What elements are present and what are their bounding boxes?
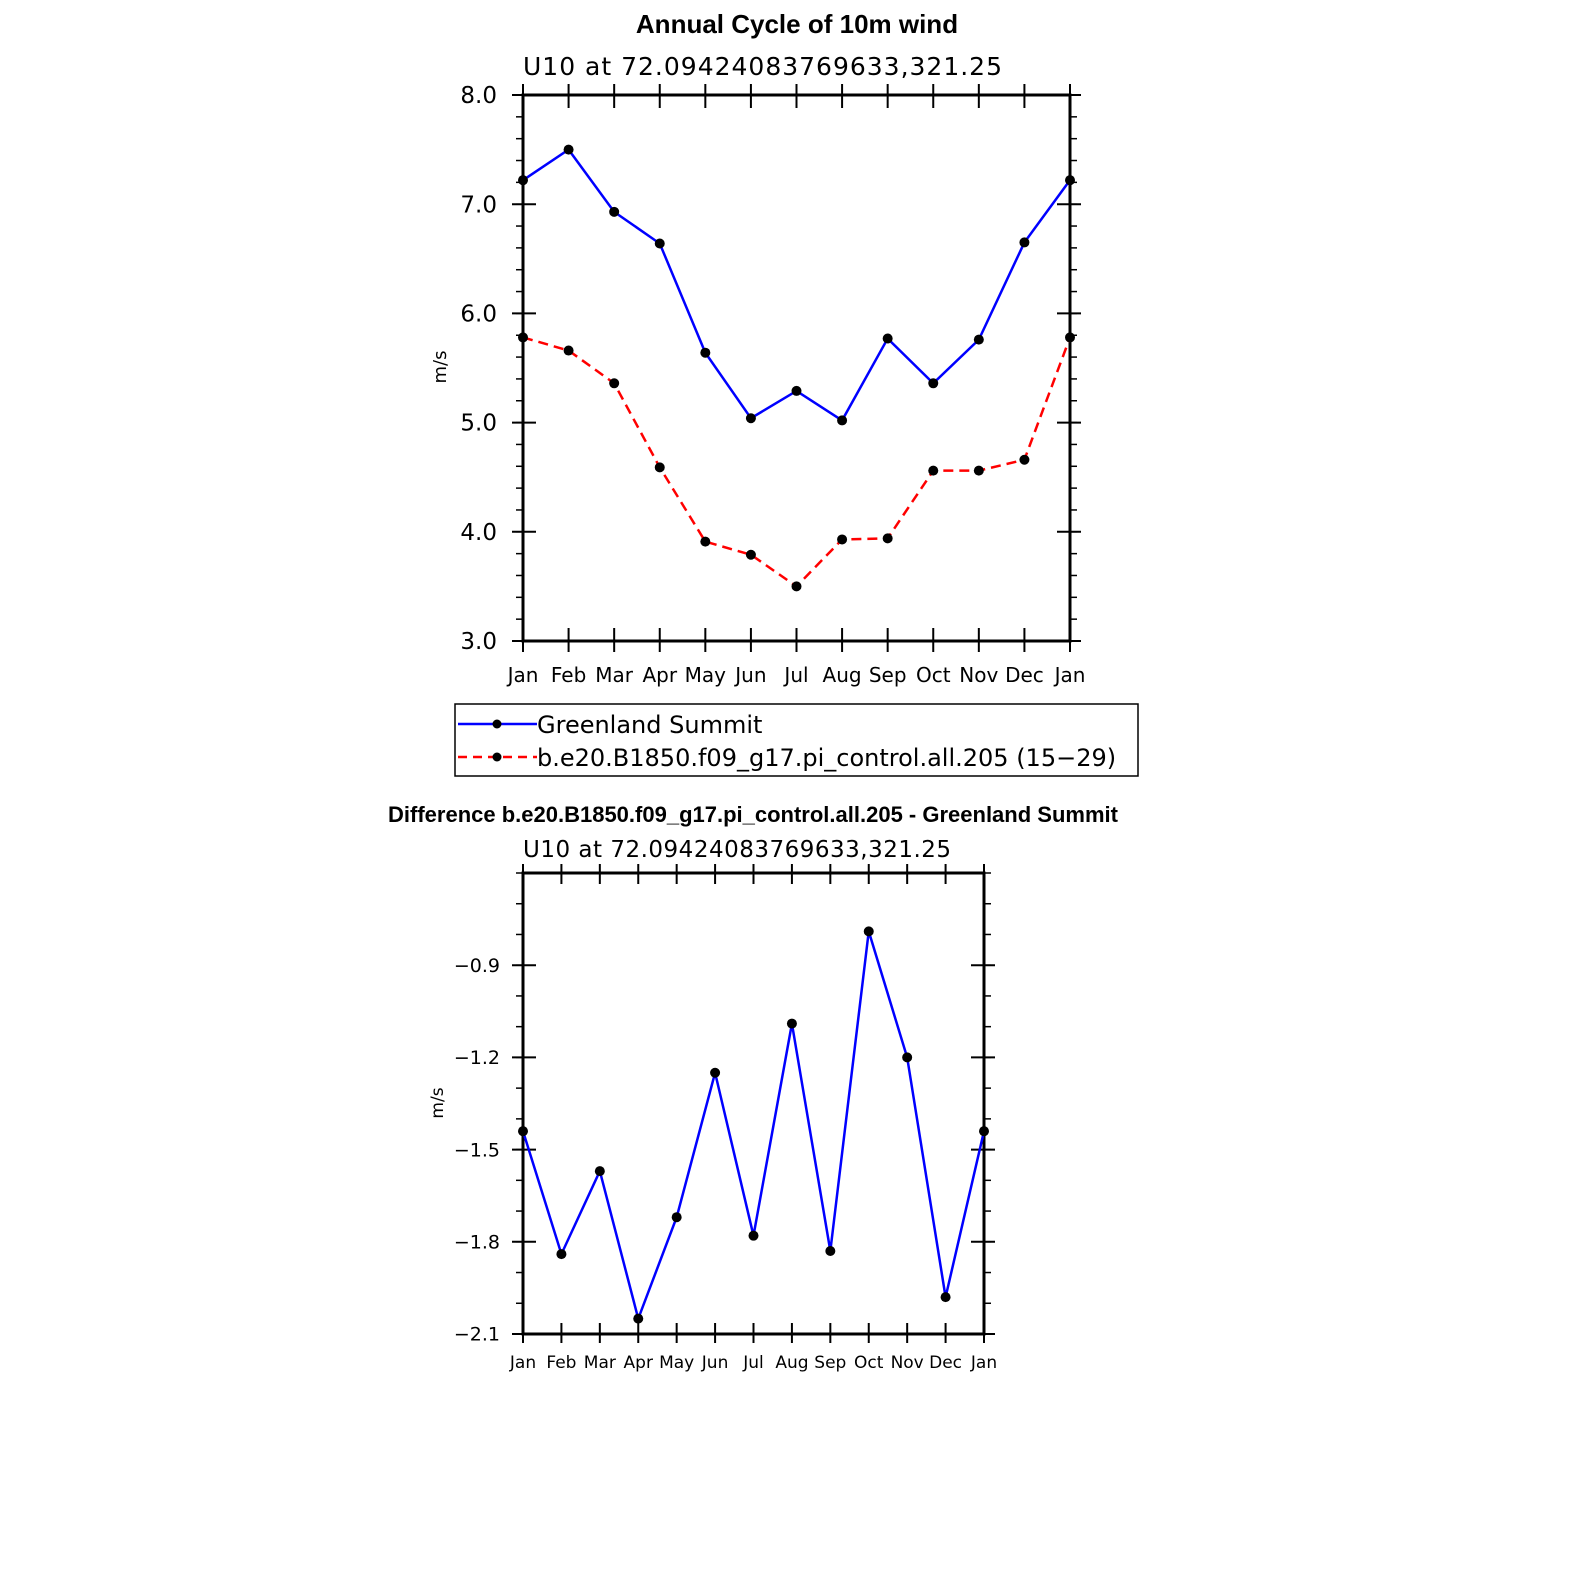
bottom-chart-series-1-point (556, 1249, 567, 1260)
top-chart-series-2-point (745, 549, 756, 560)
top-chart-x-tick-label: Mar (595, 663, 634, 687)
top-chart-series-1-point (745, 413, 756, 424)
top-chart-series-1-point (1019, 237, 1030, 248)
bottom-chart-y-tick-label: −1.8 (454, 1231, 500, 1253)
top-chart-y-tick-label: 5.0 (460, 411, 497, 437)
top-chart-series-2-point (882, 533, 893, 544)
top-chart-series-2-point (791, 581, 802, 592)
bottom-chart-title: Difference b.e20.B1850.f09_g17.pi_contro… (388, 802, 1119, 827)
bottom-chart-y-tick-label: −1.2 (454, 1047, 500, 1069)
bottom-chart-x-tick-label: Oct (854, 1353, 884, 1373)
bottom-chart-y-tick-label: −1.5 (454, 1139, 500, 1161)
top-chart-x-tick-label: Jan (1053, 663, 1086, 687)
top-chart-series-2-point (1019, 454, 1030, 465)
bottom-chart-series-1-point (748, 1230, 759, 1241)
bottom-chart-x-tick-label: Dec (929, 1353, 962, 1373)
bottom-chart-x-tick-label: May (659, 1353, 694, 1373)
top-chart-series-2-point (837, 534, 848, 545)
bottom-chart-series-1-point (671, 1212, 682, 1223)
bottom-chart-x-tick-label: Sep (814, 1353, 846, 1373)
top-chart-series-1-point (654, 238, 665, 249)
top-chart-series-2-point (609, 378, 620, 389)
legend-label-series-1: Greenland Summit (537, 711, 762, 739)
bottom-chart-x-tick-label: Jul (742, 1353, 764, 1373)
top-chart-series-1-point (700, 347, 711, 358)
bottom-chart-series-1-point (594, 1166, 605, 1177)
bottom-chart-series-1-point (518, 1126, 528, 1137)
bottom-chart-x-tick-label: Jun (701, 1353, 729, 1373)
top-chart-x-tick-label: Aug (823, 663, 862, 687)
bottom-chart-subtitle: U10 at 72.09424083769633,321.25 (523, 837, 952, 863)
top-chart-series-1-point (882, 333, 893, 344)
bottom-chart-series-1-point (940, 1292, 951, 1303)
top-chart-x-tick-label: Jul (782, 663, 808, 687)
top-chart-series-1-point (837, 415, 848, 426)
top-chart-subtitle: U10 at 72.09424083769633,321.25 (523, 52, 1003, 81)
bottom-chart-series-1-point (979, 1126, 989, 1137)
top-chart-x-tick-label: Oct (916, 663, 951, 687)
top-chart-ylabel: m/s (430, 351, 451, 384)
top-chart-series-2-line (522, 336, 1072, 589)
bottom-chart-plot: Jan Feb Mar Apr May Jun Jul Aug Sep Oct Nov Dec Jan−… (454, 864, 997, 1373)
legend-label-series-2: b.e20.B1850.f09_g17.pi_control.all.205 (… (537, 744, 1116, 772)
bottom-chart-series-1-line (521, 931, 986, 1323)
bottom-chart-ylabel: m/s (428, 1087, 448, 1118)
top-chart-x-tick-label: Sep (869, 663, 907, 687)
bottom-chart-x-tick-label: Apr (624, 1353, 653, 1373)
top-chart-series-1-line (522, 147, 1072, 423)
top-chart-series-2-point (654, 462, 665, 473)
bottom-chart-x-tick-label: Nov (891, 1353, 924, 1373)
top-chart-series-1-point (563, 144, 574, 155)
top-chart-series-1-point (609, 206, 620, 217)
bottom-chart-series-1-point (710, 1067, 721, 1078)
top-chart-y-tick-label: 8.0 (460, 83, 497, 109)
top-chart-y-tick-label: 3.0 (460, 629, 497, 655)
top-chart-x-tick-label: May (685, 663, 727, 687)
top-chart-series-1-point (928, 378, 939, 389)
top-chart-legend: Greenland Summit b.e20.B1850.f09_g17.pi_… (454, 703, 1139, 777)
bottom-chart-y-tick-label: −0.9 (454, 955, 500, 977)
top-chart-y-tick-label: 7.0 (460, 192, 497, 218)
top-chart-series-2-point (700, 536, 711, 547)
top-chart-series-2-point (563, 345, 574, 356)
top-chart-x-tick-label: Dec (1005, 663, 1044, 687)
bottom-chart-y-tick-label: −2.1 (454, 1324, 500, 1346)
bottom-chart-series-1-point (786, 1018, 797, 1029)
bottom-chart-x-tick-label: Jan (970, 1353, 997, 1373)
top-chart-series-2-point (973, 465, 984, 476)
top-chart-series-2-point (1065, 332, 1075, 343)
top-chart-series-1-point (973, 334, 984, 345)
bottom-chart-series-1-point (902, 1052, 913, 1063)
bottom-chart-series-1-point (825, 1246, 836, 1257)
bottom-chart-series-1-point (863, 926, 874, 937)
top-chart-x-tick-label: Jun (733, 663, 766, 687)
bottom-chart-x-tick-label: Aug (775, 1353, 808, 1373)
top-chart-series-1-point (518, 175, 528, 186)
bottom-chart-x-tick-label: Feb (546, 1353, 576, 1373)
top-chart-plot: Jan Feb Mar Apr May Jun Jul Aug Sep Oct Nov Dec Jan 3… (460, 83, 1085, 687)
top-chart-y-tick-label: 4.0 (460, 520, 497, 546)
legend-marker-series-1 (492, 719, 502, 729)
top-chart-series-1-point (1065, 175, 1075, 186)
top-chart-title: Annual Cycle of 10m wind (636, 9, 958, 39)
bottom-chart-series-1-point (633, 1313, 644, 1324)
top-chart-x-tick-label: Jan (506, 663, 539, 687)
top-chart-series-2-point (928, 465, 939, 476)
top-chart-x-tick-label: Feb (551, 663, 586, 687)
top-chart-x-tick-label: Nov (959, 663, 998, 687)
bottom-chart-x-tick-label: Mar (584, 1353, 616, 1373)
top-chart-series-1-point (791, 385, 802, 396)
legend-marker-series-2 (492, 752, 502, 762)
top-chart-x-tick-label: Apr (642, 663, 677, 687)
top-chart-plot-frame (521, 93, 1072, 643)
top-chart-y-tick-label: 6.0 (460, 301, 497, 327)
legend-box (454, 703, 1139, 777)
bottom-chart-x-tick-label: Jan (509, 1353, 536, 1373)
top-chart-series-2-point (518, 332, 528, 343)
